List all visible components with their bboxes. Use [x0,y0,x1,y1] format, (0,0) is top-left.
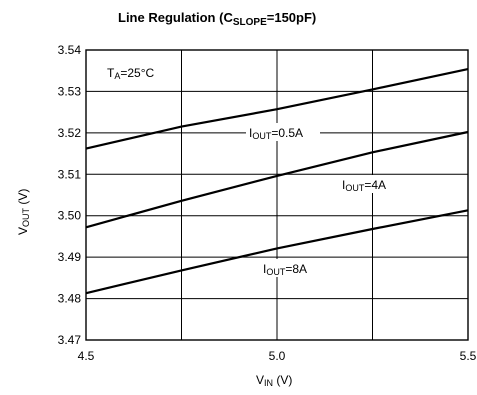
series-label-0: IOUT=0.5A [249,126,303,141]
series-label-1-sub: OUT [345,183,365,193]
y-tick-label-1: 3.48 [58,292,82,306]
plot-frame [85,49,469,341]
y-tick-label-2: 3.49 [58,250,82,264]
y-tick-labels: 3.47 3.48 3.49 3.50 3.51 3.52 3.53 3.54 [58,43,82,347]
series-label-2: IOUT=8A [263,262,307,277]
y-axis-label-sub: OUT [21,207,31,227]
x-tick-label-1: 5.0 [269,349,286,363]
y-tick-label-0: 3.47 [58,333,82,347]
y-axis-label-tail: (V) [16,189,30,208]
grid-lines [85,49,469,341]
temperature-annotation-sub: A [114,71,120,81]
chart-title-sub: SLOPE [233,17,267,28]
y-tick-label-6: 3.53 [58,84,82,98]
series-label-0-sub: OUT [252,131,272,141]
series-line-2 [85,209,469,295]
series-label-0-tail: =0.5A [271,126,303,140]
temperature-annotation-main: T [107,66,115,80]
y-axis-label: VOUT (V) [16,189,31,235]
series-label-1-tail: =4A [364,178,386,192]
series-label-1: IOUT=4A [342,178,386,193]
data-series [85,68,469,295]
y-tick-label-3: 3.50 [58,209,82,223]
y-tick-label-4: 3.51 [58,167,82,181]
series-label-1-main: I [342,178,345,192]
y-axis-label-main: V [16,227,30,235]
series-label-0-main: I [249,126,252,140]
x-tick-labels: 4.5 5.0 5.5 [78,349,477,363]
y-tick-label-5: 3.52 [58,126,82,140]
x-axis-label-tail: (V) [273,373,292,387]
series-line-1 [85,130,469,229]
x-tick-label-0: 4.5 [78,349,95,363]
x-tick-label-2: 5.5 [460,349,477,363]
x-axis-label: VIN (V) [256,373,292,388]
x-axis-label-main: V [256,373,264,387]
chart-title: Line Regulation (CSLOPE=150pF) [118,10,316,28]
chart-title-tail: =150pF) [267,10,317,25]
series-label-bg-0 [246,123,320,141]
series-label-2-main: I [263,262,266,276]
series-label-bg-2 [260,259,324,277]
x-axis-label-sub: IN [264,378,273,388]
y-tick-label-7: 3.54 [58,43,82,57]
temperature-annotation-tail: =25°C [120,66,154,80]
series-label-2-sub: OUT [266,267,286,277]
chart-title-main: Line Regulation (C [118,10,233,25]
series-label-bg-1 [339,175,405,193]
series-label-2-tail: =8A [285,262,307,276]
series-line-0 [85,68,469,150]
temperature-annotation: TA=25°C [107,66,155,81]
